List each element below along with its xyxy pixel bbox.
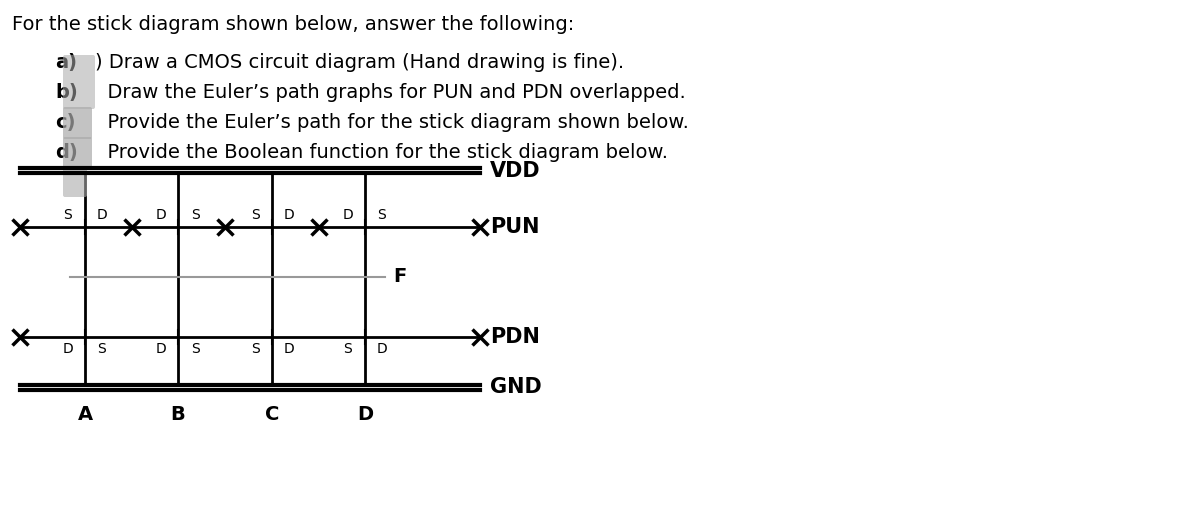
Text: S: S (191, 342, 199, 356)
Text: D: D (97, 208, 107, 222)
Text: D: D (343, 208, 353, 222)
Text: Draw the Euler’s path graphs for PUN and PDN overlapped.: Draw the Euler’s path graphs for PUN and… (95, 83, 685, 102)
Text: D: D (283, 342, 294, 356)
Text: GND: GND (490, 377, 541, 397)
Text: A: A (78, 405, 92, 424)
Text: b): b) (55, 83, 78, 102)
Text: Provide the Euler’s path for the stick diagram shown below.: Provide the Euler’s path for the stick d… (95, 113, 689, 132)
Text: d): d) (55, 143, 78, 162)
Text: C: C (265, 405, 280, 424)
Text: D: D (356, 405, 373, 424)
Text: ) Draw a CMOS circuit diagram (Hand drawing is fine).: ) Draw a CMOS circuit diagram (Hand draw… (95, 53, 624, 72)
Text: S: S (251, 342, 259, 356)
Text: S: S (343, 342, 353, 356)
Text: PDN: PDN (490, 327, 540, 347)
Text: D: D (156, 208, 167, 222)
Text: a): a) (55, 53, 77, 72)
Text: B: B (170, 405, 185, 424)
Text: VDD: VDD (490, 161, 541, 181)
Text: F: F (394, 267, 407, 286)
FancyBboxPatch shape (64, 168, 88, 197)
Text: D: D (283, 208, 294, 222)
Text: D: D (62, 342, 73, 356)
Text: S: S (64, 208, 72, 222)
Text: PUN: PUN (490, 217, 540, 237)
Text: S: S (97, 342, 107, 356)
Text: D: D (377, 342, 388, 356)
Text: c): c) (55, 113, 76, 132)
FancyBboxPatch shape (64, 55, 95, 109)
Text: S: S (191, 208, 199, 222)
Text: Provide the Boolean function for the stick diagram below.: Provide the Boolean function for the sti… (95, 143, 668, 162)
Text: S: S (251, 208, 259, 222)
Text: S: S (378, 208, 386, 222)
FancyBboxPatch shape (64, 107, 92, 139)
FancyBboxPatch shape (64, 137, 92, 169)
Text: D: D (156, 342, 167, 356)
Text: For the stick diagram shown below, answer the following:: For the stick diagram shown below, answe… (12, 15, 575, 34)
